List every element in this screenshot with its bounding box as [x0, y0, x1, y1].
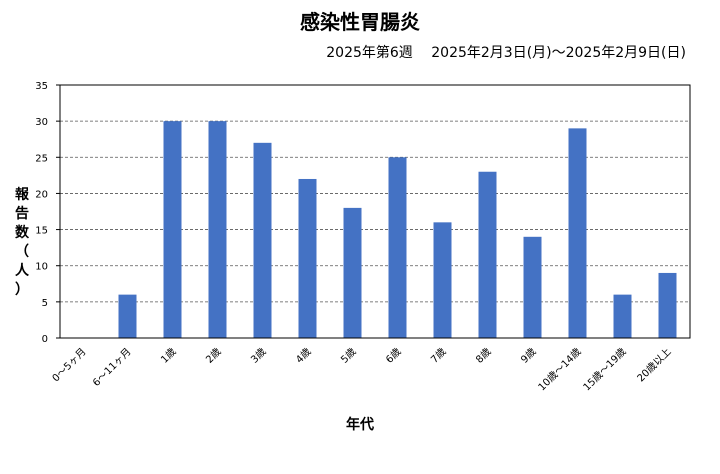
bar [118, 294, 137, 338]
x-tick-label: 5歳 [339, 346, 359, 366]
bar [523, 236, 542, 338]
bar [388, 157, 407, 338]
bar [433, 222, 452, 338]
x-axis-label: 年代 [346, 417, 374, 433]
chart-title: 感染性胃腸炎 [300, 10, 420, 34]
x-tick-label: 8歳 [474, 346, 494, 366]
x-tick-label: 7歳 [429, 346, 449, 366]
chart-subtitle: 2025年第6週 2025年2月3日(月)～2025年2月9日(日) [326, 45, 686, 61]
bar [478, 171, 497, 338]
y-tick-label: 20 [35, 189, 48, 200]
bar [343, 207, 362, 338]
axes [56, 84, 691, 339]
bar [658, 272, 677, 338]
y-tick-label: 5 [42, 298, 48, 309]
y-tick-label: 10 [35, 262, 48, 273]
y-tick-label: 25 [35, 153, 48, 164]
grid-lines [60, 120, 690, 303]
bar [253, 142, 272, 338]
bar [298, 178, 317, 338]
bar [568, 128, 587, 338]
y-tick-label: 0 [42, 334, 48, 345]
x-tick-label: 6歳 [384, 346, 404, 366]
x-tick-labels: 0～5ヶ月 6～11ヶ月 1歳 2歳 3歳 4歳 5歳 6歳 7歳 8歳 9歳10歳～14歳15歳～… [50, 346, 674, 394]
y-tick-label: 15 [35, 226, 48, 237]
x-tick-label: 1歳 [159, 346, 179, 366]
bars [118, 121, 677, 339]
x-tick-label: 2歳 [204, 346, 224, 366]
x-tick-label: 6～11ヶ月 [90, 346, 133, 389]
x-tick-label: 3歳 [249, 346, 269, 366]
x-tick-label: 10歳～14歳 [536, 346, 584, 394]
x-tick-label: 15歳～19歳 [581, 346, 629, 394]
y-axis-label: 報告数（人） [15, 187, 29, 298]
y-tick-labels: 0 5 10 15 20 25 30 35 [35, 81, 48, 345]
y-tick-label: 35 [35, 81, 48, 92]
y-tick-label: 30 [35, 117, 48, 128]
x-tick-label: 20歳以上 [635, 346, 674, 385]
x-tick-label: 9歳 [519, 346, 539, 366]
x-tick-label: 0～5ヶ月 [50, 346, 89, 385]
bar [163, 121, 182, 339]
bar [208, 121, 227, 339]
x-tick-label: 4歳 [294, 346, 314, 366]
plot-frame [59, 84, 691, 339]
bar [613, 294, 632, 338]
